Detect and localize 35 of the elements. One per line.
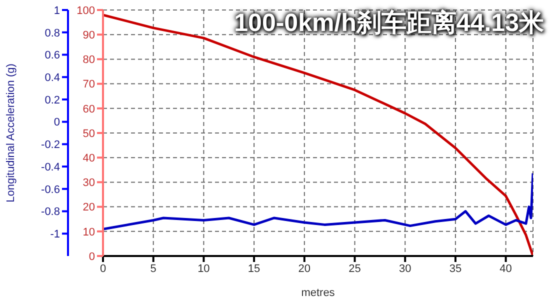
y2-tick-label: -0.6	[41, 184, 60, 196]
y2-tick-label: 0.4	[44, 72, 60, 84]
x-tick-label: 35	[449, 262, 462, 275]
y2-tick-label: -0.4	[41, 161, 60, 174]
y2-tick-label: -0.2	[41, 139, 60, 152]
x-tick-label: 0	[100, 262, 106, 275]
x-tick-label: 25	[348, 262, 361, 275]
x-tick-label: 30	[398, 262, 412, 275]
x-tick-label: 15	[248, 262, 260, 275]
y-tick-label: 60	[82, 103, 95, 116]
y2-tick-label: 1	[54, 4, 60, 17]
y-tick-label: 20	[82, 202, 95, 214]
x-axis-title: metres	[301, 287, 336, 299]
y-tick-label: 90	[82, 30, 95, 42]
chart-title: 100-0km/h刹车距离44.13米	[234, 6, 544, 39]
y2-tick-label: 0	[54, 116, 60, 129]
y2-tick-label: -1	[50, 228, 60, 241]
line-series	[103, 172, 533, 230]
y-tick-label: 30	[82, 177, 95, 190]
x-tick-label: 40	[500, 262, 512, 275]
y2-tick-label: 0.2	[44, 94, 60, 106]
x-tick-label: 5	[150, 262, 156, 275]
y2-tick-label: 0.6	[44, 50, 60, 62]
y-tick-label: 0	[88, 250, 95, 263]
y-tick-label: 40	[82, 152, 95, 165]
x-tick-label: 10	[198, 262, 210, 275]
y-tick-label: 100	[76, 4, 95, 17]
y-tick-label: 50	[82, 128, 95, 140]
x-tick-label: 20	[298, 262, 311, 275]
y-tick-label: 10	[82, 226, 95, 238]
y2-tick-label: -0.8	[41, 206, 60, 218]
y-tick-label: 80	[82, 54, 95, 66]
y-tick-label: 70	[82, 78, 95, 91]
y2-tick-label: 0.8	[44, 27, 60, 40]
y2-axis-title: Longitudinal Acceleration (g)	[4, 64, 17, 202]
